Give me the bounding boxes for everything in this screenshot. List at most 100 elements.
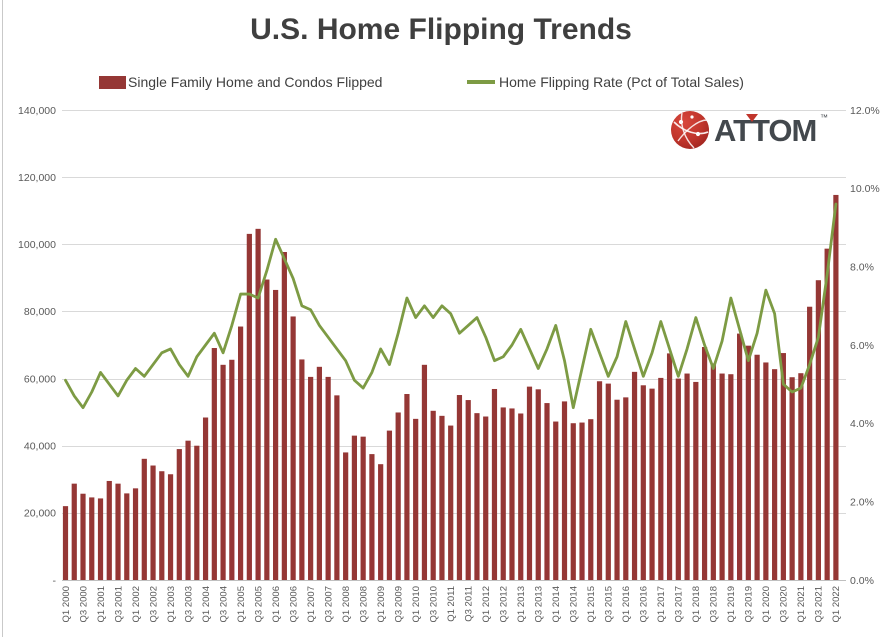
attom-logo-graphic: ATTOM ™	[671, 111, 828, 149]
bar	[553, 421, 559, 580]
bar	[815, 280, 821, 580]
x-axis-tick: Q1 2019	[726, 586, 737, 622]
bar	[124, 493, 130, 580]
bar	[202, 417, 209, 580]
bar	[535, 389, 541, 580]
bar	[220, 364, 226, 580]
x-axis-tick: Q1 2009	[376, 586, 387, 622]
line-series-swatch	[467, 80, 495, 84]
bar	[509, 408, 515, 580]
bar	[386, 430, 393, 580]
bar	[167, 474, 174, 580]
x-axis-tick: Q3 2001	[113, 586, 124, 622]
legend-rate-label: Home Flipping Rate (Pct of Total Sales)	[499, 74, 744, 90]
bar	[526, 386, 533, 580]
bar	[194, 445, 200, 580]
bar	[229, 359, 235, 580]
attom-globe-icon	[671, 111, 709, 149]
bar	[237, 326, 244, 580]
bar	[745, 345, 751, 580]
attom-trademark: ™	[820, 113, 828, 122]
bar	[89, 497, 95, 580]
x-axis-tick: Q1 2003	[166, 586, 177, 622]
bar	[693, 381, 699, 580]
x-axis-tick: Q1 2015	[586, 586, 597, 622]
x-axis-tick: Q1 2004	[201, 586, 212, 622]
left-axis-tick: 60,000	[24, 373, 56, 385]
x-axis-tick: Q1 2007	[306, 586, 317, 622]
bar	[132, 488, 139, 580]
x-axis-tick: Q3 2002	[148, 586, 159, 622]
bar	[684, 373, 690, 580]
bar	[789, 377, 795, 580]
bar	[456, 395, 463, 580]
x-axis-tick: Q3 2019	[744, 586, 755, 622]
left-axis-tick: 100,000	[18, 239, 56, 251]
bar	[483, 416, 489, 580]
bar	[570, 423, 576, 580]
right-axis-tick: 0.0%	[850, 575, 874, 587]
bar	[141, 458, 147, 580]
bar	[115, 483, 121, 580]
x-axis-tick: Q3 2003	[183, 586, 194, 622]
x-axis-tick: Q3 2011	[464, 586, 475, 622]
bar	[159, 471, 165, 580]
x-axis-tick: Q1 2008	[341, 586, 352, 622]
right-axis-tick: 2.0%	[850, 497, 874, 509]
bar	[360, 436, 366, 580]
x-axis-tick: Q3 2013	[534, 586, 545, 622]
x-axis-tick: Q3 2005	[253, 586, 264, 622]
bar	[675, 378, 681, 580]
x-axis-labels: Q1 2000 Q3 2000 Q1 2001 Q3 2001 Q1 2002 Q3 20…	[61, 586, 842, 622]
window-edge-line	[2, 0, 3, 637]
x-axis-tick: Q3 2016	[639, 586, 650, 622]
x-axis-tick: Q1 2010	[411, 586, 422, 622]
bar	[614, 399, 620, 580]
bar	[273, 289, 279, 580]
right-axis-tick: 6.0%	[850, 340, 874, 352]
bar-series-swatch	[99, 75, 126, 89]
left-axis-tick: -	[53, 575, 57, 587]
bar	[623, 397, 629, 580]
attom-logo: ATTOM ™	[668, 108, 833, 152]
x-axis-tick: Q3 2012	[499, 586, 510, 622]
x-axis-tick: Q3 2004	[218, 586, 229, 622]
bar	[833, 194, 839, 580]
x-axis-tick: Q3 2015	[604, 586, 615, 622]
bar	[807, 306, 813, 580]
bar	[561, 401, 568, 580]
x-axis-tick: Q1 2005	[236, 586, 247, 622]
right-axis-tick: 8.0%	[850, 262, 874, 274]
bar	[474, 413, 480, 580]
bar	[500, 407, 506, 580]
bar	[255, 228, 261, 580]
bar	[763, 362, 769, 580]
bar	[97, 498, 104, 580]
bar	[264, 279, 270, 580]
bar	[369, 454, 375, 580]
bar	[308, 376, 314, 580]
bar	[316, 366, 322, 580]
x-axis-tick: Q3 2000	[78, 586, 89, 622]
bar	[246, 233, 252, 580]
x-axis-tick: Q1 2021	[796, 586, 807, 622]
bar	[211, 348, 217, 580]
bar	[579, 422, 585, 580]
right-axis-tick: 4.0%	[850, 418, 874, 430]
bar	[62, 506, 69, 580]
bar	[491, 388, 498, 580]
bar	[824, 248, 830, 580]
x-axis-tick: Q3 2009	[394, 586, 405, 622]
bar	[631, 371, 638, 580]
left-axis-tick: 20,000	[24, 508, 56, 520]
x-axis-tick: Q1 2000	[61, 586, 72, 622]
attom-wordmark: ATTOM	[714, 113, 816, 148]
x-axis-tick: Q1 2016	[621, 586, 632, 622]
bar	[150, 465, 156, 580]
bar	[658, 377, 664, 580]
bar	[413, 418, 419, 580]
right-axis-tick: 10.0%	[850, 183, 880, 195]
bar	[106, 480, 112, 580]
